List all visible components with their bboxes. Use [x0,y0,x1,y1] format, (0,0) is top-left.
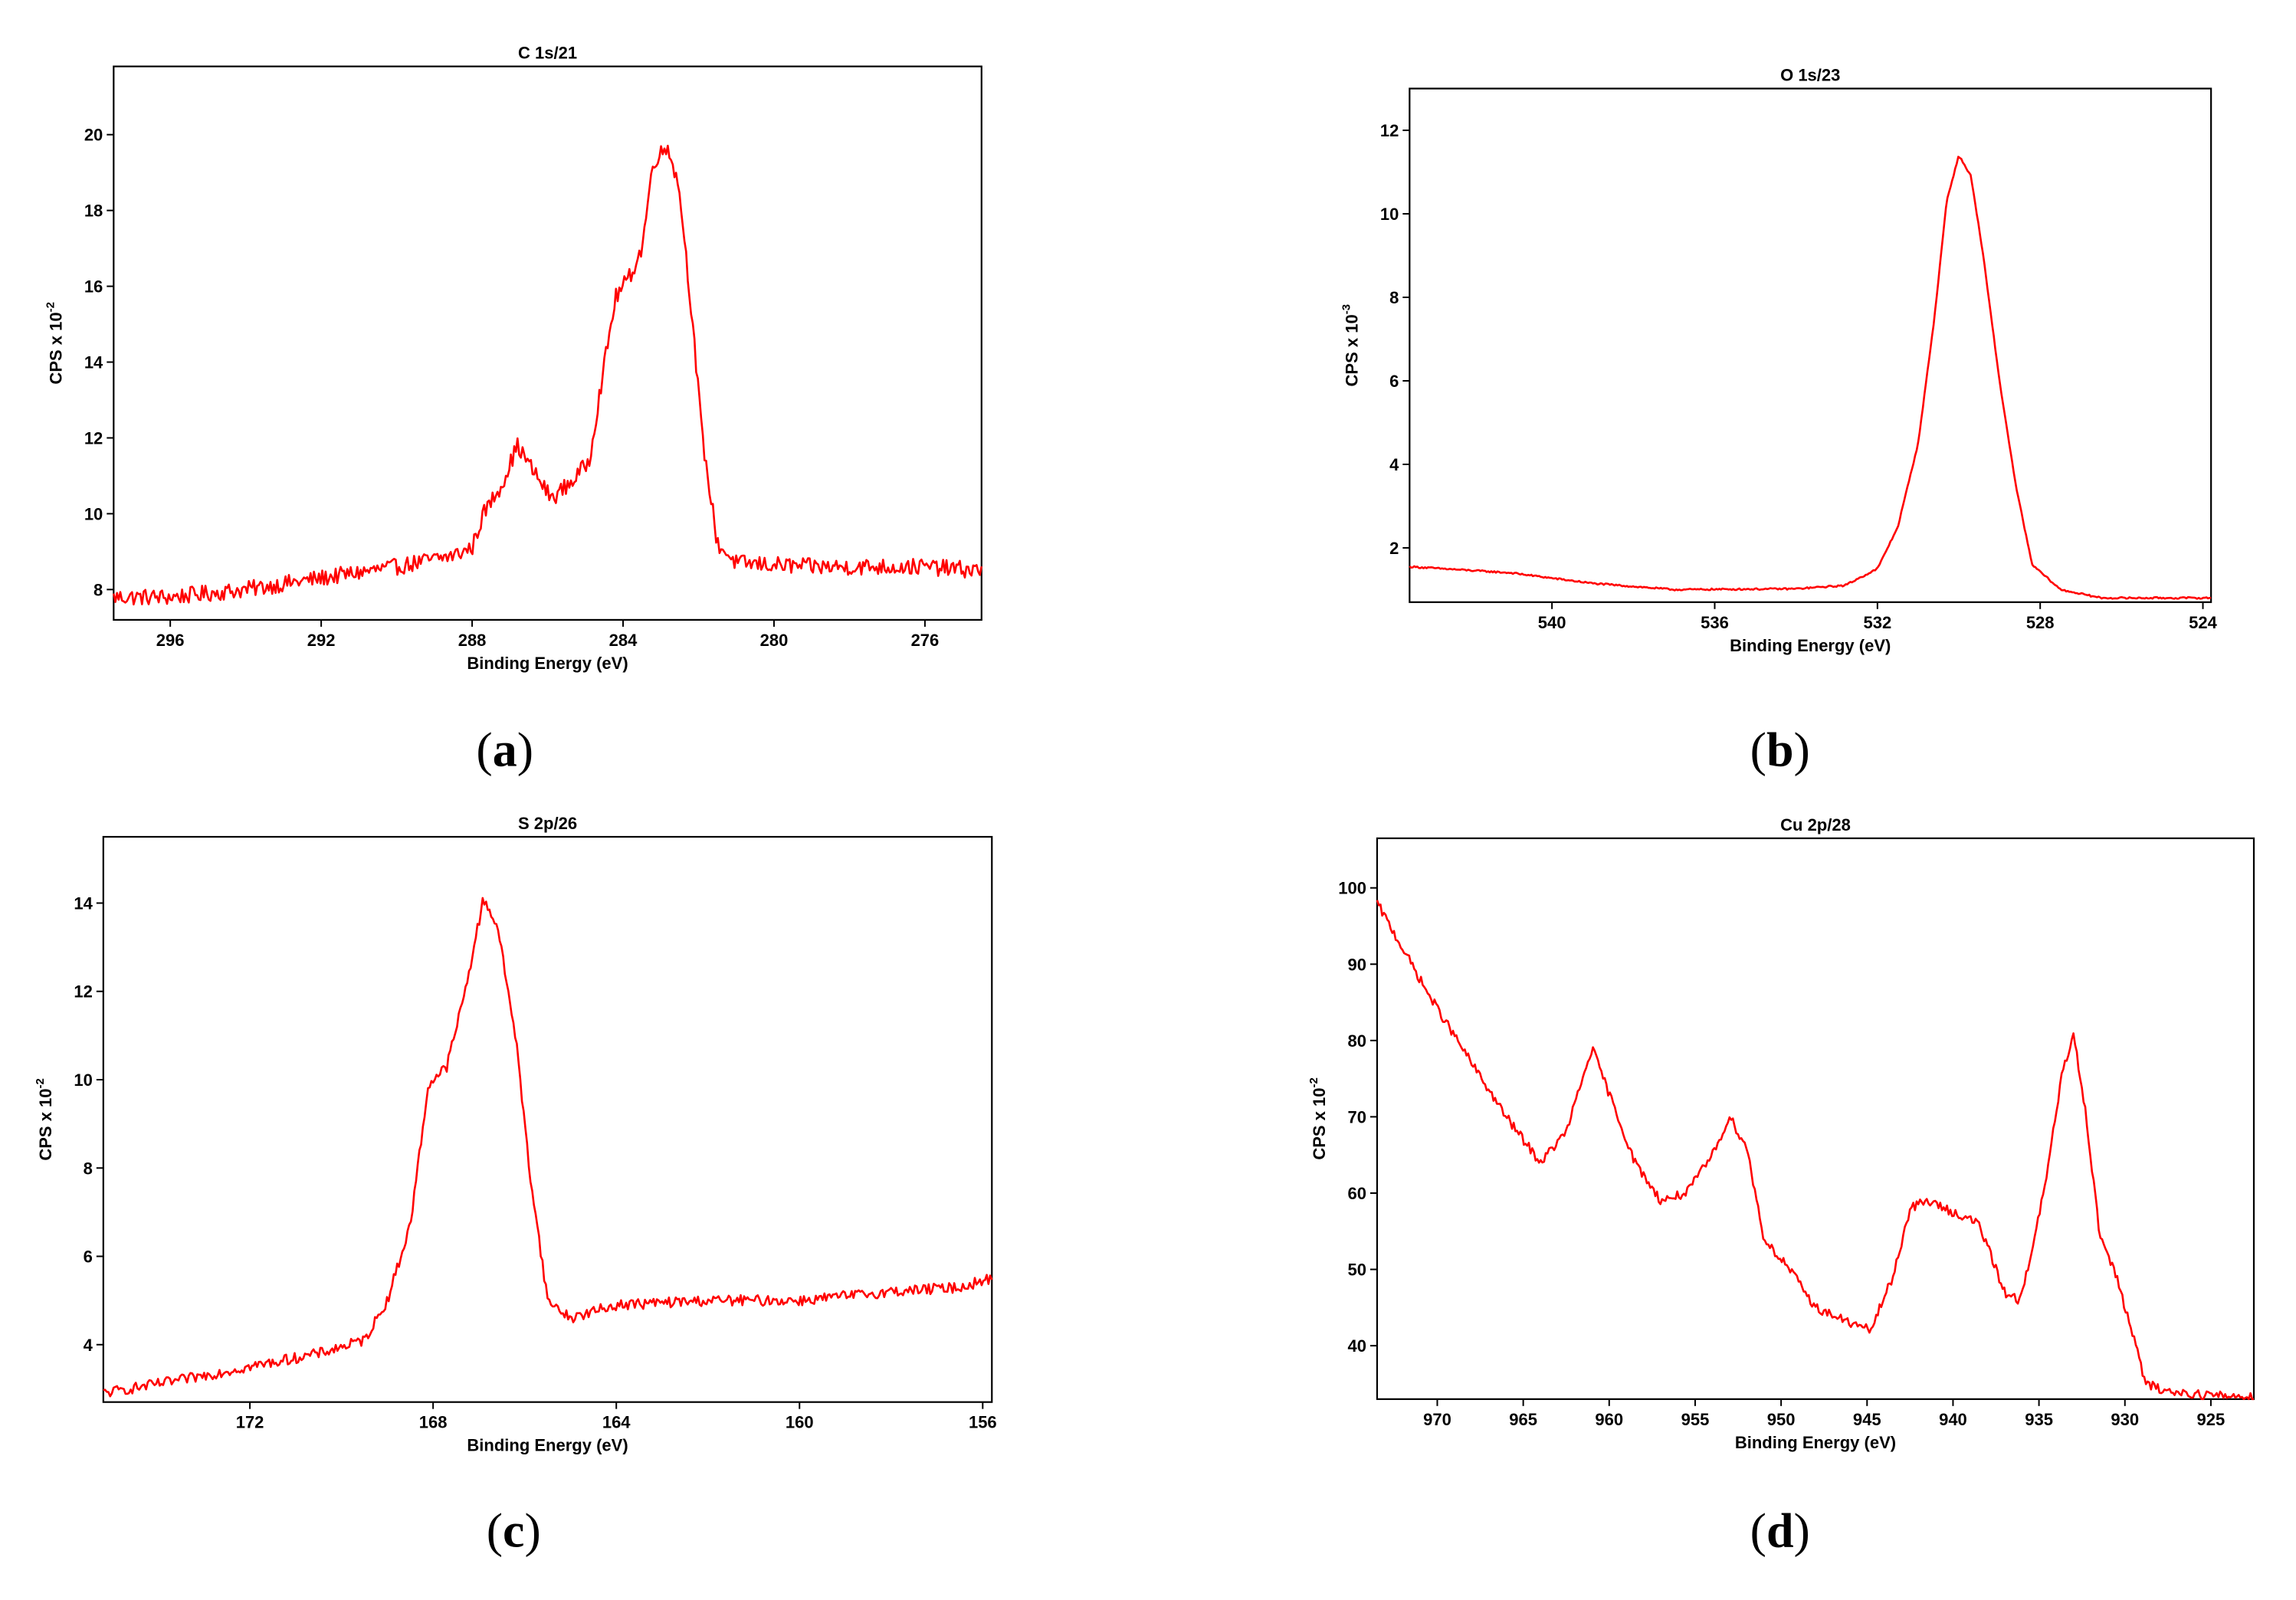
x-tick-label: 292 [307,631,336,650]
y-tick-label: 8 [93,580,103,599]
chart-title: S 2p/26 [518,814,577,833]
chart-title: Cu 2p/28 [1780,815,1851,834]
chart-panel-d: Cu 2p/28 970 965 960 955 950 945 940 935 930 925 40… [1307,815,2255,1452]
panel-label: (c) [487,1503,541,1557]
y-tick-label: 100 [1338,879,1366,898]
y-tick-label: 16 [84,277,103,297]
x-tick-label: 296 [156,631,185,650]
y-tick-label: 80 [1347,1031,1366,1051]
x-tick-label: 276 [911,631,940,650]
y-tick-label: 8 [84,1159,93,1178]
x-tick-label: 172 [236,1413,264,1432]
x-tick-label: 950 [1767,1410,1796,1429]
chart-panel-c: S 2p/26 172 168 164 160 156 4 6 8 10 12 14 Binding E… [34,814,997,1455]
x-axis-title: Binding Energy (eV) [467,1436,628,1455]
plot-frame [113,65,982,621]
y-tick-label: 10 [74,1070,92,1090]
x-tick-label: 284 [609,631,638,650]
chart-title: O 1s/23 [1780,66,1840,85]
y-axis-title: CPS x 10-2 [34,1078,55,1161]
plot-frame [1409,87,2212,603]
y-tick-label: 4 [84,1336,93,1355]
y-tick-label: 14 [74,893,93,913]
y-tick-label: 50 [1347,1261,1366,1280]
y-tick-label: 2 [1389,539,1399,558]
y-axis-title: CPS x 10-3 [1340,304,1361,387]
x-tick-label: 280 [760,631,789,650]
x-tick-label: 935 [2025,1410,2053,1429]
chart-panel-a: C 1s/21 296 292 288 284 280 276 8 10 12 14 16 18 20 Bi… [44,44,983,673]
y-tick-label: 8 [1389,288,1399,307]
x-tick-label: 970 [1423,1410,1451,1429]
y-tick-label: 70 [1347,1107,1366,1126]
x-tick-label: 164 [602,1413,631,1432]
series-line-o-1s [1409,156,2212,600]
y-tick-label: 6 [84,1248,93,1267]
y-tick-label: 18 [84,202,103,221]
y-tick-label: 12 [74,982,92,1002]
chart-panel-b: O 1s/23 540 536 532 528 524 2 4 6 8 10 12 Binding En… [1340,66,2217,655]
x-tick-label: 925 [2197,1410,2225,1429]
panel-label: (b) [1750,723,1810,777]
x-tick-label: 168 [419,1413,448,1432]
x-tick-label: 930 [2111,1410,2139,1429]
plot-frame [102,835,993,1403]
y-tick-label: 40 [1347,1336,1366,1356]
x-tick-label: 160 [786,1413,814,1432]
y-tick-label: 12 [84,428,103,448]
x-tick-label: 940 [1939,1410,1967,1429]
series-line-cu-2p [1376,900,2254,1401]
x-axis-title: Binding Energy (eV) [1730,636,1891,655]
panel-label: (a) [476,723,533,777]
y-tick-label: 10 [84,504,103,523]
y-tick-label: 90 [1347,955,1366,974]
series-line-c-1s [113,144,983,606]
y-tick-label: 10 [1380,205,1399,224]
x-tick-label: 156 [969,1413,997,1432]
x-tick-label: 540 [1538,613,1566,632]
series-line-s-2p [103,897,993,1398]
y-axis-title: CPS x 10-2 [44,302,65,385]
x-axis-title: Binding Energy (eV) [1735,1433,1896,1452]
x-tick-label: 955 [1681,1410,1710,1429]
x-axis-title: Binding Energy (eV) [467,654,628,673]
y-tick-label: 12 [1380,121,1399,140]
x-tick-label: 536 [1701,613,1729,632]
y-tick-label: 6 [1389,372,1399,391]
y-tick-label: 20 [84,126,103,145]
y-tick-label: 60 [1347,1184,1366,1203]
x-tick-label: 945 [1853,1410,1881,1429]
y-tick-label: 4 [1389,455,1399,474]
x-tick-label: 960 [1595,1410,1623,1429]
y-tick-label: 14 [84,353,103,372]
x-tick-label: 288 [458,631,487,650]
chart-title: C 1s/21 [518,44,577,63]
panel-label: (d) [1750,1503,1810,1557]
x-tick-label: 528 [2026,613,2055,632]
x-tick-label: 524 [2189,613,2217,632]
y-axis-title: CPS x 10-2 [1307,1077,1329,1160]
x-tick-label: 532 [1863,613,1891,632]
x-tick-label: 965 [1509,1410,1537,1429]
